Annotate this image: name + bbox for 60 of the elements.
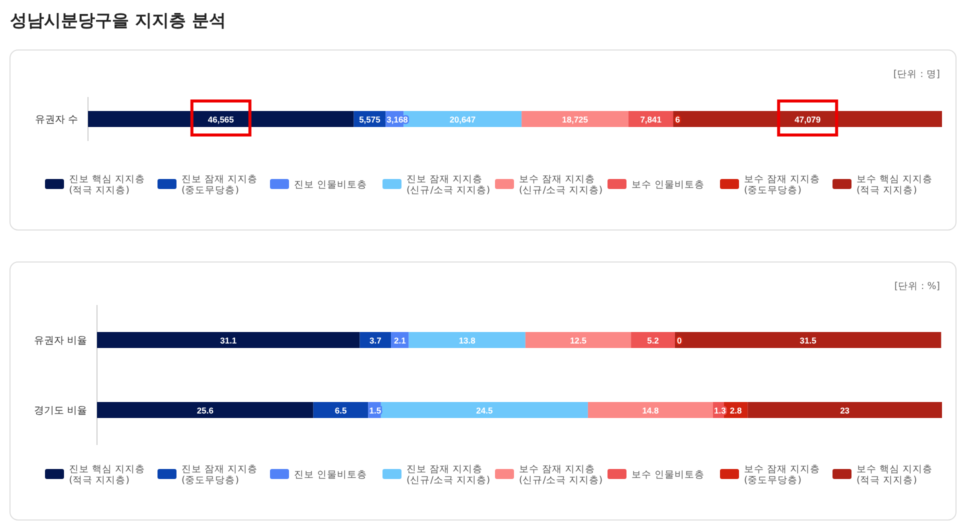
data-label: 18,725 — [562, 114, 588, 124]
data-label: 24.5 — [476, 406, 493, 416]
legend-label: 보수 인물비토층 — [632, 470, 705, 480]
legend-label: 진보 인물비토층 — [294, 470, 368, 480]
data-label: 13.8 — [458, 336, 476, 346]
legend-label: 보수 인물비토층 — [632, 180, 705, 190]
bar — [525, 332, 632, 348]
legend-label: 진보 잠재 지지층 (신규/소극 지지층) — [406, 464, 490, 486]
data-label: 6.5 — [334, 406, 347, 416]
legend-label: 보수 핵심 지지층 (적극 지지층) — [856, 174, 933, 196]
bar — [588, 402, 714, 418]
data-label: 14.8 — [642, 406, 660, 416]
legend-label: 보수 잠재 지지층 (신규/소극 지지층) — [519, 174, 603, 196]
data-label: 25.6 — [196, 406, 214, 416]
data-label: 47,079 — [794, 114, 821, 124]
bar — [748, 402, 942, 418]
data-label: 0 — [676, 336, 682, 346]
y-tick-label: 경기도 비율 — [34, 406, 87, 416]
data-label: 12.5 — [570, 336, 587, 346]
bar — [673, 111, 942, 127]
text: [단위 : 명] — [893, 69, 940, 80]
data-label: 6 — [675, 114, 680, 124]
bar — [380, 402, 588, 418]
bar — [360, 332, 392, 348]
legend-label: 보수 잠재 지지층 (중도무당층) — [744, 464, 820, 486]
bar — [88, 111, 354, 127]
bar — [97, 402, 314, 418]
bar — [408, 332, 526, 348]
data-label: 1.5 — [369, 406, 382, 416]
legend-label: 진보 잠재 지지층 (중도무당층) — [182, 174, 258, 196]
data-label: 2.8 — [730, 406, 742, 416]
data-label: 5,575 — [359, 114, 381, 124]
legend-label: 진보 핵심 지지층 (적극 지지층) — [69, 464, 146, 486]
data-label: 23 — [840, 406, 850, 416]
legend-label: 보수 핵심 지지층 (적극 지지층) — [856, 464, 933, 486]
data-label: 3.7 — [370, 336, 382, 346]
y-tick-label: 유권자 비율 — [34, 336, 87, 346]
bar — [674, 332, 942, 348]
data-label: 31.5 — [800, 336, 817, 346]
data-label: 5.2 — [647, 336, 660, 346]
data-label: 31.1 — [220, 336, 237, 346]
legend-label: 진보 잠재 지지층 (중도무당층) — [182, 464, 258, 486]
legend-label: 진보 잠재 지지층 (신규/소극 지지층) — [406, 174, 490, 196]
data-label: 46,565 — [208, 114, 234, 124]
data-label: 3,168 — [386, 114, 408, 124]
legend-label: 보수 잠재 지지층 (중도무당층) — [744, 174, 820, 196]
data-label: 7,841 — [640, 114, 662, 124]
bar — [522, 111, 628, 127]
data-label: 2.1 — [394, 336, 406, 346]
chart-title: 성남시분당구을 지지층 분석 — [10, 11, 226, 31]
y-tick-label: 유권자 수 — [34, 114, 78, 126]
legend-label: 보수 잠재 지지층 (신규/소극 지지층) — [519, 464, 603, 486]
data-label: 1.3 — [714, 406, 726, 416]
bar — [313, 402, 368, 418]
text: [단위 : %] — [894, 281, 940, 292]
legend-label: 진보 인물비토층 — [294, 180, 368, 190]
bar — [631, 332, 675, 348]
bar — [97, 332, 360, 348]
legend-label: 진보 핵심 지지층 (적극 지지층) — [69, 174, 146, 196]
data-label: 20,647 — [450, 114, 476, 124]
